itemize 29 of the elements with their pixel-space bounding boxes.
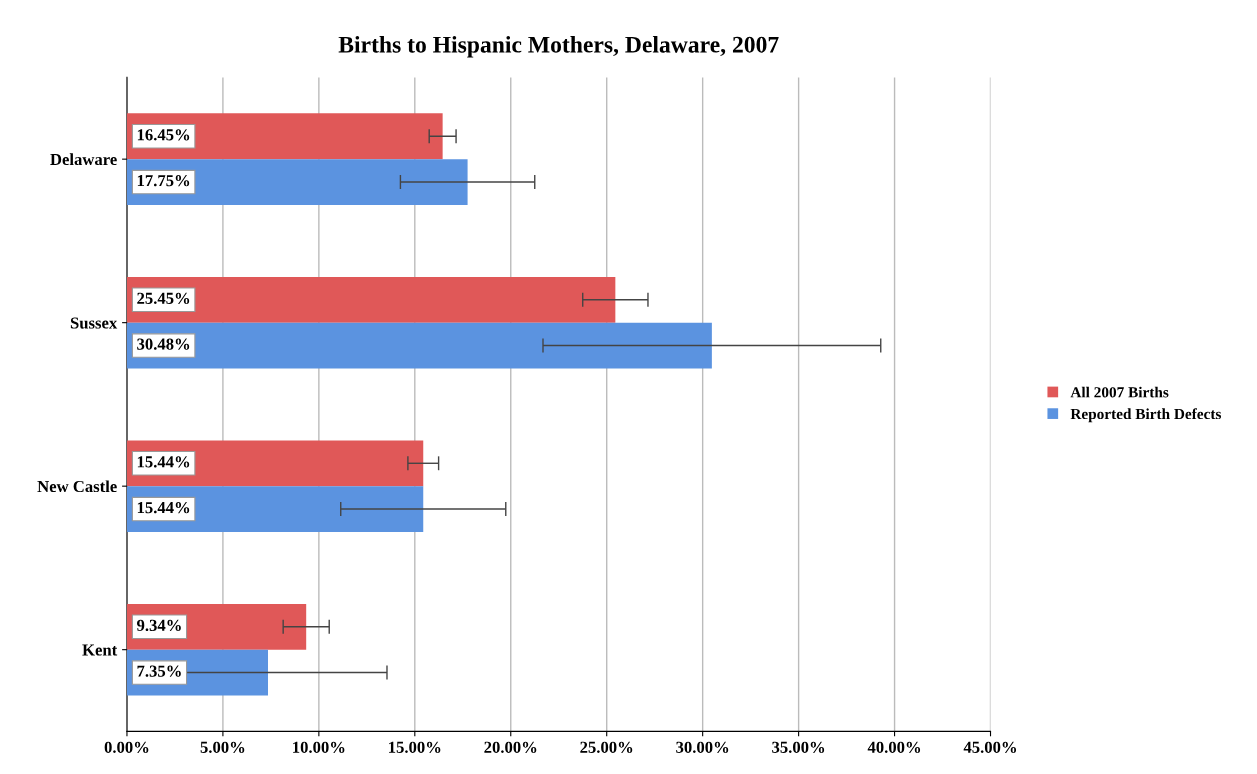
x-tick-label: 35.00% — [772, 741, 825, 753]
bar — [126, 159, 468, 205]
legend-label: All 2007 Births — [1070, 386, 1169, 398]
data-label: 9.34% — [137, 619, 181, 632]
data-label: 16.45% — [137, 129, 190, 141]
data-label: 30.48% — [137, 338, 190, 350]
data-label: 15.44% — [137, 501, 190, 514]
x-tick-label: 0.00% — [104, 741, 149, 753]
x-tick-label: 20.00% — [484, 741, 537, 753]
x-tick-label: 40.00% — [867, 741, 921, 753]
x-tick-label: 25.00% — [580, 741, 633, 753]
y-tick-label: Kent — [82, 644, 118, 656]
chart-title: Births to Hispanic Mothers, Delaware, 2007 — [338, 36, 779, 58]
data-label: 17.75% — [137, 174, 190, 187]
y-tick-label: Sussex — [70, 317, 118, 329]
bar — [126, 276, 616, 323]
x-tick-label: 10.00% — [293, 741, 345, 753]
legend-label: Reported Birth Defects — [1070, 408, 1222, 423]
x-tick-label: 30.00% — [676, 741, 729, 753]
bar — [126, 322, 712, 369]
data-label: 7.35% — [137, 665, 181, 677]
x-tick-label: 45.00% — [963, 741, 1017, 753]
x-tick-label: 5.00% — [200, 741, 245, 753]
bar — [126, 113, 443, 160]
y-tick-label: New Castle — [37, 480, 117, 493]
data-label: 15.44% — [137, 456, 190, 468]
y-tick-label: Delaware — [50, 153, 117, 166]
data-label: 25.45% — [137, 292, 190, 305]
x-tick-label: 15.00% — [389, 741, 441, 753]
